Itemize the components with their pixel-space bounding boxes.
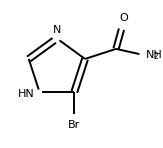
Text: O: O xyxy=(119,13,128,23)
Text: NH: NH xyxy=(146,50,162,60)
Text: 2: 2 xyxy=(154,52,158,61)
Text: Br: Br xyxy=(68,120,80,130)
Text: N: N xyxy=(53,25,61,35)
Text: HN: HN xyxy=(18,89,35,99)
